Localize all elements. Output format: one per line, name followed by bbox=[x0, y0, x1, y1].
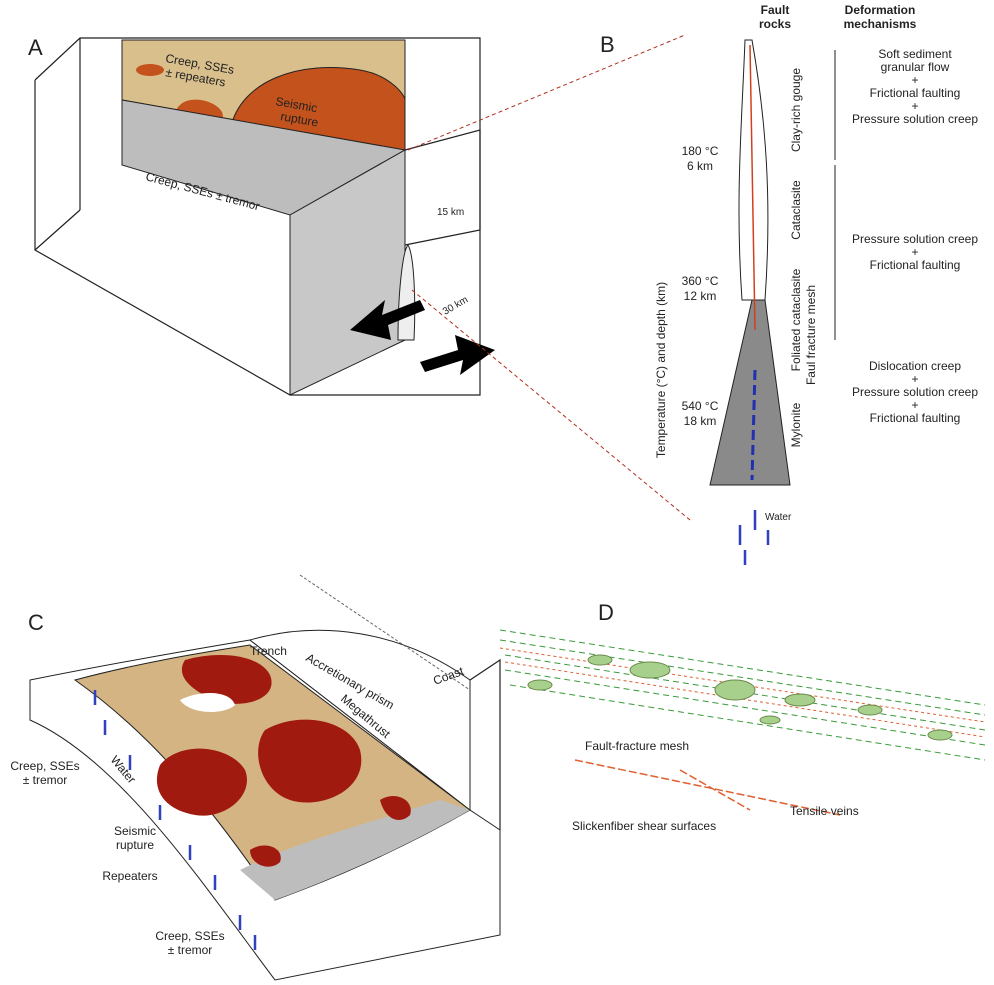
slip-line bbox=[749, 44, 756, 331]
axis-label: Temperature (°C) and depth (km) bbox=[654, 282, 668, 458]
prism bbox=[248, 629, 471, 812]
mechanism-line: + bbox=[911, 73, 918, 87]
panel-b: B Fault rocks Deformation mechanisms Tem… bbox=[600, 3, 978, 565]
label: Tensile veins bbox=[790, 804, 859, 818]
mechanism-line: Dislocation creep bbox=[869, 359, 961, 373]
depth: 180 °C bbox=[682, 144, 719, 158]
shear-planes bbox=[499, 647, 986, 738]
lenses bbox=[527, 654, 953, 741]
block-edge bbox=[469, 658, 501, 830]
depth: 540 °C bbox=[682, 399, 719, 413]
label: ± tremor bbox=[168, 943, 213, 957]
mechanism-line: + bbox=[911, 245, 918, 259]
header: rocks bbox=[759, 17, 791, 31]
mechanism-line: Frictional faulting bbox=[870, 86, 961, 100]
water-path bbox=[750, 369, 757, 481]
rupture-patch bbox=[250, 845, 281, 867]
label: Repeaters bbox=[102, 869, 157, 883]
panel-a: A Creep, SSEs ± repeaters Seismic ruptur… bbox=[28, 34, 691, 521]
label: Slickenfiber shear surfaces bbox=[572, 819, 716, 833]
box-edge bbox=[34, 209, 81, 251]
label: Water bbox=[765, 512, 792, 523]
panel-label: C bbox=[28, 610, 44, 635]
depth: 360 °C bbox=[682, 274, 719, 288]
patch bbox=[136, 64, 164, 76]
water-arrows bbox=[738, 510, 770, 565]
rock: Foliated cataclasite bbox=[789, 268, 803, 371]
depth: 6 km bbox=[687, 159, 713, 173]
label: 30 km bbox=[441, 294, 470, 317]
panel-d: D Fault-fracture mesh Tensile veins Slic… bbox=[499, 600, 986, 833]
gray-zone bbox=[240, 800, 470, 900]
rock: Faul fracture mesh bbox=[804, 285, 818, 385]
panel-label: B bbox=[600, 32, 615, 57]
label: Fault-fracture mesh bbox=[585, 739, 689, 753]
label: Creep, SSEs bbox=[155, 929, 224, 943]
label: rupture bbox=[279, 109, 319, 129]
mechanisms: Pressure solution creep+Frictional fault… bbox=[852, 232, 978, 272]
label: ± tremor bbox=[23, 773, 68, 787]
mechanism-line: + bbox=[911, 99, 918, 113]
arrow bbox=[420, 335, 495, 375]
box-edge bbox=[404, 129, 481, 246]
mechanism-line: Pressure solution creep bbox=[852, 112, 978, 126]
header: Fault bbox=[761, 3, 790, 17]
label: Trench bbox=[250, 644, 287, 658]
zoom-line bbox=[411, 289, 691, 521]
mechanism-line: Frictional faulting bbox=[870, 411, 961, 425]
rupture-patch bbox=[258, 719, 362, 803]
label: Seismic bbox=[114, 824, 156, 838]
header: Deformation bbox=[845, 3, 916, 17]
white-patch bbox=[180, 693, 235, 712]
mechanism-line: + bbox=[911, 398, 918, 412]
panel-label: D bbox=[598, 600, 614, 625]
mechanism-line: granular flow bbox=[881, 60, 950, 74]
rock: Mylonite bbox=[789, 402, 803, 447]
mechanism-line: Soft sediment bbox=[878, 47, 952, 61]
header: mechanisms bbox=[844, 17, 917, 31]
rupture-patch bbox=[156, 748, 247, 816]
mechanism-line: Frictional faulting bbox=[870, 258, 961, 272]
label: rupture bbox=[116, 838, 154, 852]
arrow bbox=[350, 300, 425, 340]
rupture-patch bbox=[181, 655, 272, 704]
panel-label: A bbox=[28, 35, 43, 60]
surface-line bbox=[299, 574, 471, 691]
panel-c: C Trench Accretionary prism Megathrust C… bbox=[10, 574, 501, 981]
label: 15 km bbox=[437, 207, 464, 218]
zoom-line bbox=[407, 34, 686, 151]
vein-detail bbox=[574, 759, 841, 816]
rock: Clay-rich gouge bbox=[789, 68, 803, 152]
mechanism-line: Pressure solution creep bbox=[852, 232, 978, 246]
depth: 12 km bbox=[684, 289, 717, 303]
label: Creep, SSEs bbox=[10, 759, 79, 773]
mechanisms: Dislocation creep+Pressure solution cree… bbox=[852, 359, 978, 425]
water-arrows bbox=[93, 690, 257, 950]
mylonite-zone bbox=[709, 299, 791, 486]
mechanism-line: + bbox=[911, 372, 918, 386]
mechanism-line: Pressure solution creep bbox=[852, 385, 978, 399]
rupture-patch bbox=[380, 795, 411, 820]
rock: Cataclasite bbox=[789, 180, 803, 240]
depth: 18 km bbox=[684, 414, 717, 428]
